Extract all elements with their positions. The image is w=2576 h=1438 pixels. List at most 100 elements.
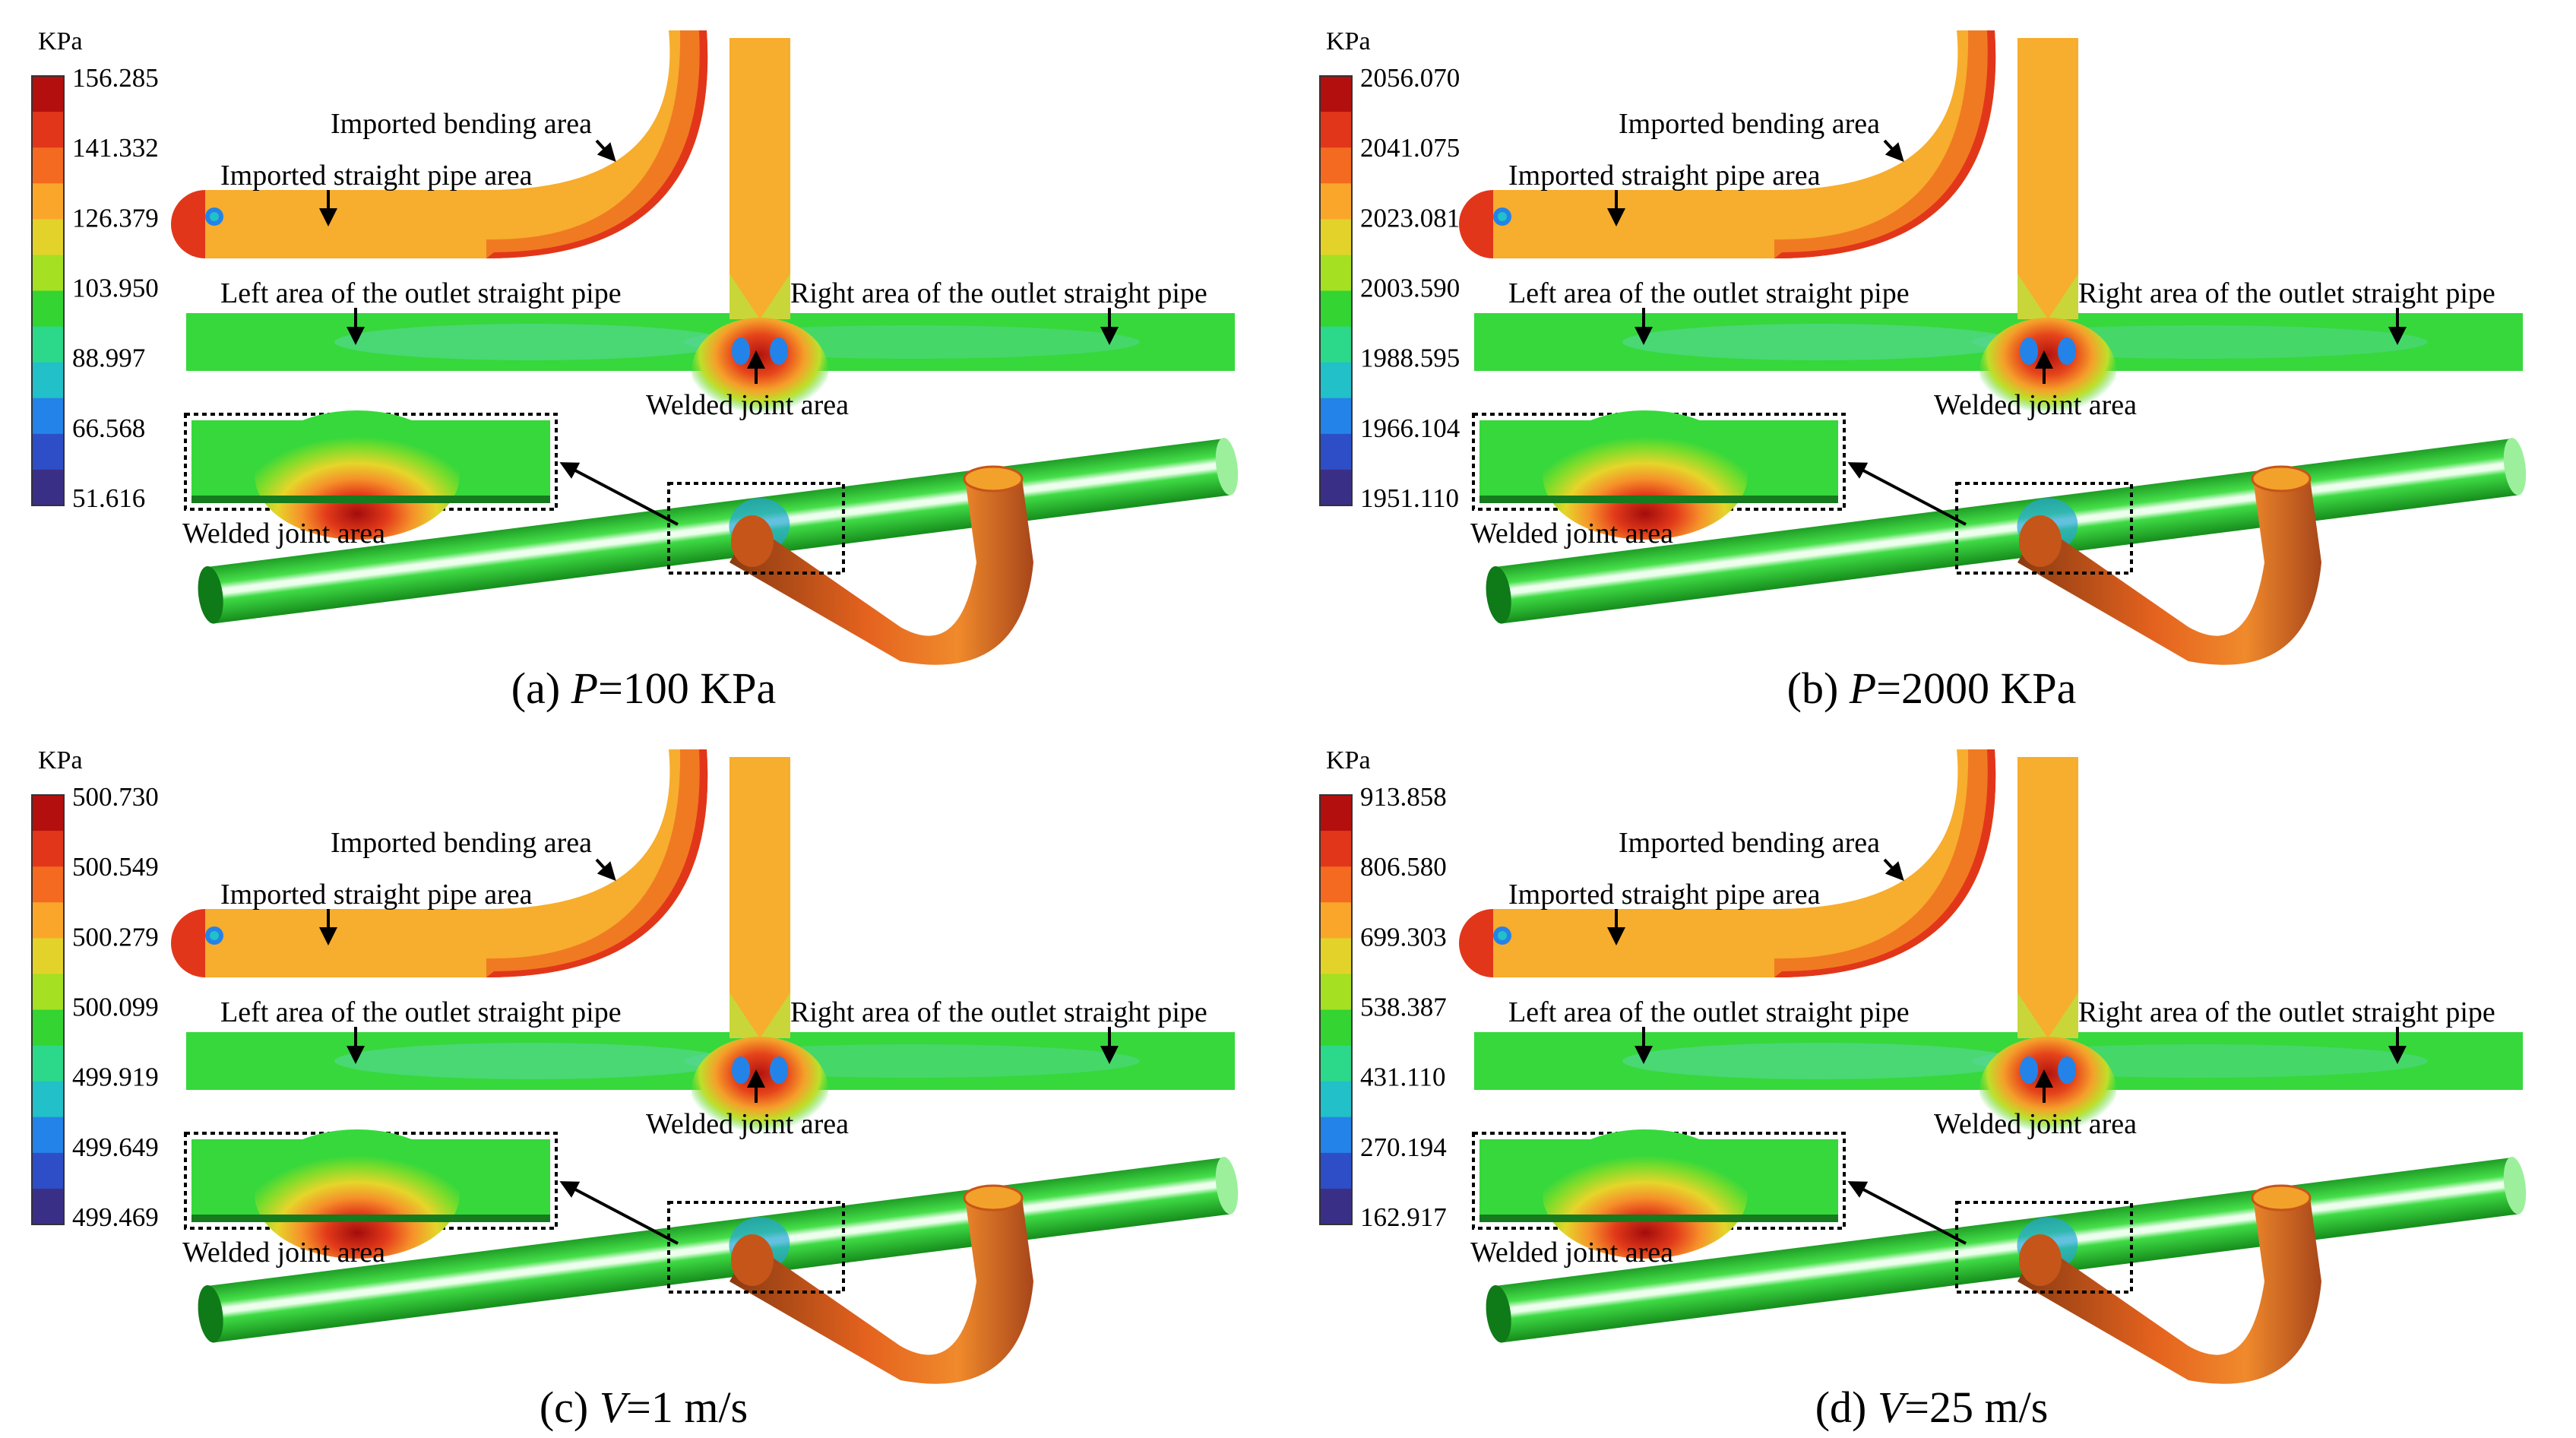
legend-swatch bbox=[1320, 147, 1352, 184]
legend-swatch bbox=[32, 1009, 64, 1047]
vertical-pipe bbox=[729, 38, 790, 319]
caption-variable: V bbox=[600, 1383, 631, 1432]
label-bending-area: Imported bending area bbox=[1619, 827, 1880, 859]
label-left-outlet: Left area of the outlet straight pipe bbox=[1508, 277, 1910, 309]
panel-caption: (c) V=1 m/s bbox=[540, 1383, 748, 1432]
legend-swatch bbox=[32, 795, 64, 831]
legend-swatch bbox=[32, 76, 64, 112]
arrow-inset-connector bbox=[1847, 462, 1967, 526]
main-pipe-end bbox=[198, 1284, 223, 1343]
inlet-end-cap bbox=[171, 909, 205, 977]
bend-outer-edge bbox=[1774, 749, 1996, 977]
bend-outer-edge bbox=[486, 30, 708, 258]
branch-joint bbox=[731, 515, 774, 567]
inlet-pipe-body bbox=[205, 749, 708, 977]
legend-swatch bbox=[32, 183, 64, 220]
legend-swatch bbox=[1320, 469, 1352, 506]
legend-swatch bbox=[1320, 398, 1352, 435]
cross-section-view bbox=[1459, 749, 2523, 1143]
outlet-flow-band bbox=[1622, 1043, 2017, 1079]
vertical-pipe bbox=[2017, 38, 2078, 319]
label-bending-area: Imported bending area bbox=[1619, 108, 1880, 140]
legend-swatch bbox=[1320, 1081, 1352, 1118]
legend-unit-label: KPa bbox=[38, 27, 83, 55]
legend-tick-label: 699.303 bbox=[1360, 922, 1447, 952]
isometric-view: Welded joint area bbox=[1470, 1129, 2527, 1384]
caption-prefix: (d) bbox=[1815, 1383, 1878, 1432]
legend-unit-label: KPa bbox=[38, 746, 83, 774]
legend-tick-label: 431.110 bbox=[1360, 1063, 1445, 1092]
legend-swatch bbox=[32, 1081, 64, 1118]
legend-swatch bbox=[32, 1045, 64, 1082]
arrow-inset-connector bbox=[1847, 1181, 1967, 1245]
panel-caption: (a) P=100 KPa bbox=[511, 664, 776, 713]
inlet-end-cap bbox=[1459, 909, 1493, 977]
annotation-layer: Imported bending area Imported straight p… bbox=[220, 827, 1207, 1140]
panel-a: KPa 156.285 141.332 126.379 103.950 88.997 66.… bbox=[0, 0, 1288, 719]
caption-value: =25 m/s bbox=[1904, 1383, 2048, 1432]
bend-outer-edge bbox=[1774, 30, 1996, 258]
legend-swatch bbox=[32, 902, 64, 939]
label-straight-pipe-area: Imported straight pipe area bbox=[220, 879, 533, 911]
label-welded-joint: Welded joint area bbox=[646, 389, 849, 421]
outlet-flow-band bbox=[1622, 324, 2017, 360]
color-legend: KPa 500.730 500.549 500.279 500.099 499.919 49… bbox=[31, 746, 159, 1232]
welded-hotspot bbox=[691, 1037, 828, 1143]
legend-tick-label: 500.279 bbox=[72, 922, 159, 952]
legend-swatch bbox=[1320, 219, 1352, 255]
label-right-outlet: Right area of the outlet straight pipe bbox=[2078, 277, 2495, 309]
legend-tick-label: 1988.595 bbox=[1360, 344, 1460, 373]
arrow-bending bbox=[595, 858, 616, 881]
welded-lowspot bbox=[770, 1056, 788, 1084]
branch-bend-opening bbox=[963, 1184, 1024, 1212]
vertical-pipe bbox=[2017, 757, 2078, 1038]
inlet-pipe-body bbox=[1493, 30, 1996, 258]
legend-unit-label: KPa bbox=[1326, 27, 1371, 55]
legend-swatch bbox=[32, 866, 64, 903]
main-pipe-end bbox=[1215, 1157, 1239, 1215]
legend-swatch bbox=[32, 433, 64, 470]
arrow-inset-connector bbox=[559, 1181, 679, 1245]
legend-tick-label: 51.616 bbox=[72, 483, 145, 513]
legend-swatch bbox=[1320, 362, 1352, 399]
legend-swatch bbox=[1320, 326, 1352, 363]
legend-swatch bbox=[32, 219, 64, 255]
main-pipe-end bbox=[2503, 438, 2527, 496]
branch-bend-opening bbox=[2251, 1184, 2312, 1212]
legend-swatch bbox=[32, 1117, 64, 1154]
welded-lowspot bbox=[732, 1056, 750, 1084]
label-welded-inset: Welded joint area bbox=[182, 518, 385, 550]
caption-prefix: (b) bbox=[1787, 664, 1850, 713]
legend-tick-label: 2056.070 bbox=[1360, 63, 1460, 93]
main-pipe-end bbox=[198, 565, 223, 624]
legend-swatch bbox=[1320, 1045, 1352, 1082]
label-welded-joint: Welded joint area bbox=[646, 1108, 849, 1140]
legend-swatch bbox=[32, 147, 64, 184]
legend-tick-label: 2023.081 bbox=[1360, 203, 1460, 233]
legend-swatch bbox=[32, 362, 64, 399]
inlet-vortex-core bbox=[1498, 212, 1507, 221]
annotation-layer: Imported bending area Imported straight p… bbox=[1508, 827, 2495, 1140]
legend-swatch bbox=[32, 831, 64, 867]
legend-swatch bbox=[32, 1152, 64, 1189]
bend-outer-edge bbox=[486, 749, 708, 977]
branch-bend-opening bbox=[963, 465, 1024, 493]
label-straight-pipe-area: Imported straight pipe area bbox=[220, 160, 533, 192]
legend-tick-label: 500.730 bbox=[72, 782, 159, 812]
label-right-outlet: Right area of the outlet straight pipe bbox=[2078, 996, 2495, 1028]
outlet-flow-band bbox=[334, 1043, 729, 1079]
label-left-outlet: Left area of the outlet straight pipe bbox=[220, 996, 622, 1028]
outlet-flow-band bbox=[334, 324, 729, 360]
isometric-view: Welded joint area bbox=[182, 1129, 1239, 1384]
caption-variable: P bbox=[571, 664, 598, 713]
annotation-layer: Imported bending area Imported straight p… bbox=[220, 108, 1207, 421]
inset-weld-stress bbox=[255, 1129, 460, 1259]
color-legend: KPa 913.858 806.580 699.303 538.387 431.110 27… bbox=[1319, 746, 1447, 1232]
inset-bottom-edge bbox=[191, 1215, 550, 1222]
label-welded-inset: Welded joint area bbox=[1470, 518, 1673, 550]
legend-swatch bbox=[1320, 974, 1352, 1010]
caption-prefix: (c) bbox=[540, 1383, 600, 1432]
legend-swatch bbox=[32, 974, 64, 1010]
legend-swatch bbox=[1320, 1152, 1352, 1189]
panel-c: KPa 500.730 500.549 500.279 500.099 499.919 49… bbox=[0, 719, 1288, 1438]
